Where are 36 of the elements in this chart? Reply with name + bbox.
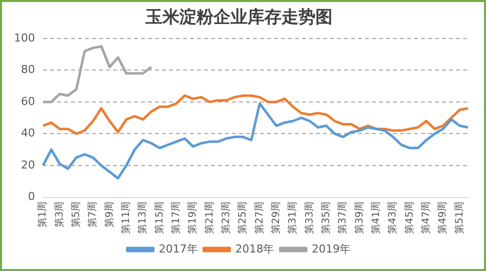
x-tick-label: 第51周 <box>453 201 466 234</box>
x-tick-label: 第1周 <box>36 201 49 228</box>
x-tick-label: 第39周 <box>353 201 366 234</box>
x-tick-label: 第47周 <box>420 201 432 234</box>
x-tick-label: 第17周 <box>170 201 182 234</box>
chart-title: 玉米淀粉企业库存走势图 <box>144 8 332 27</box>
legend-label: 2019年 <box>312 242 351 256</box>
x-tick-label: 第21周 <box>203 201 216 234</box>
x-tick-label: 第35周 <box>320 201 332 234</box>
x-tick-label: 第41周 <box>370 201 382 234</box>
x-tick-label: 第37周 <box>336 201 349 234</box>
x-tick-label: 第15周 <box>153 201 166 234</box>
x-tick-label: 第23周 <box>220 201 232 234</box>
y-tick-label: 40 <box>20 126 35 140</box>
x-tick-label: 第49周 <box>436 201 449 234</box>
y-tick-label: 20 <box>20 158 35 172</box>
y-tick-label: 60 <box>20 94 35 108</box>
x-tick-label: 第33周 <box>303 201 316 234</box>
x-tick-label: 第9周 <box>103 201 116 228</box>
x-tick-label: 第45周 <box>403 201 416 234</box>
x-tick-label: 第7周 <box>86 201 99 228</box>
x-tick-label: 第43周 <box>386 201 399 234</box>
x-tick-label: 第5周 <box>70 201 82 228</box>
x-tick-label: 第3周 <box>53 201 66 228</box>
x-tick-label: 第13周 <box>136 201 149 234</box>
x-tick-label: 第25周 <box>236 201 249 234</box>
x-tick-label: 第19周 <box>186 201 199 234</box>
x-tick-label: 第11周 <box>120 201 132 234</box>
x-tick-label: 第31周 <box>286 201 299 234</box>
y-tick-label: 80 <box>20 63 35 76</box>
y-tick-label: 100 <box>14 31 35 44</box>
x-tick-label: 第29周 <box>270 201 282 234</box>
y-tick-label: 0 <box>28 190 35 204</box>
x-tick-label: 第27周 <box>253 201 266 234</box>
legend-label: 2018年 <box>235 242 274 256</box>
legend-label: 2017年 <box>158 242 198 256</box>
